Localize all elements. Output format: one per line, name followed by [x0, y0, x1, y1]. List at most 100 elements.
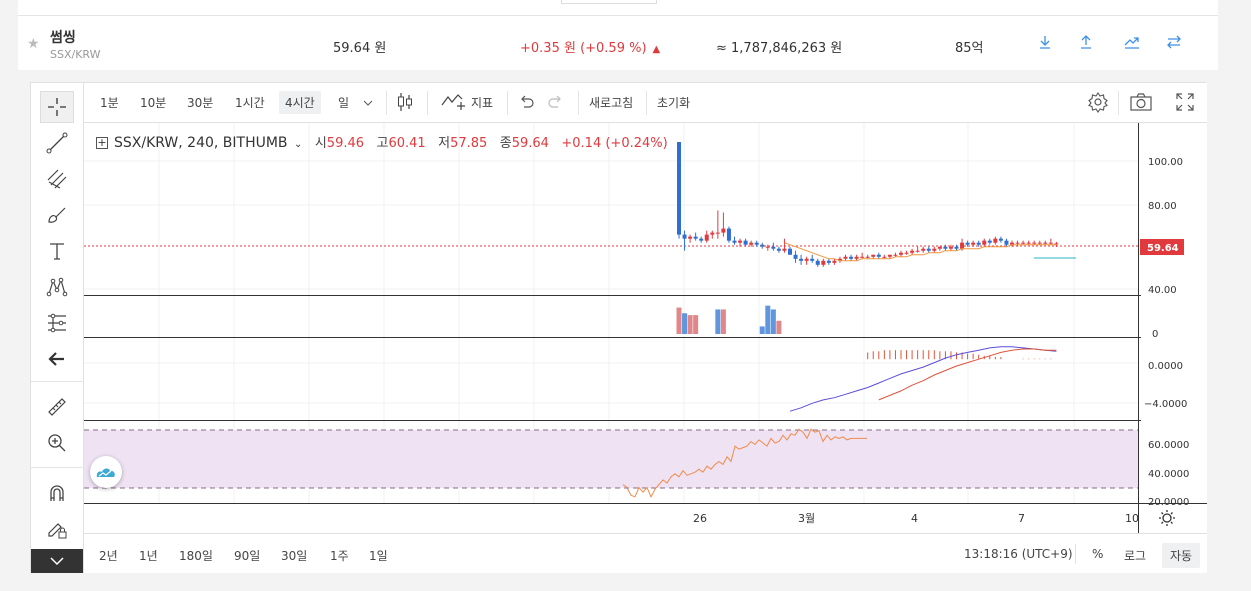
rsi-tick: 20.0000 — [1148, 497, 1189, 508]
candle-body — [882, 256, 887, 258]
download-icon[interactable] — [1034, 35, 1056, 53]
volume-bar — [759, 326, 765, 334]
range-90d[interactable]: 90일 — [234, 549, 261, 563]
candle-body — [693, 236, 698, 239]
toolbar-separator — [427, 91, 428, 115]
interval-10m[interactable]: 10분 — [140, 96, 167, 110]
clock-readout[interactable]: 13:18:16 (UTC+9) — [964, 547, 1073, 561]
upload-icon[interactable] — [1075, 35, 1097, 53]
toolbar-separator — [1075, 544, 1076, 564]
legend-open-value: 59.46 — [326, 136, 365, 151]
interval-day[interactable]: 일 — [338, 96, 350, 110]
magnet-icon[interactable] — [40, 477, 74, 509]
rsi-tick: 40.0000 — [1148, 469, 1189, 480]
interval-4h[interactable]: 4시간 — [279, 91, 321, 114]
range-1d[interactable]: 1일 — [369, 549, 388, 563]
legend-symbol[interactable]: SSX/KRW, 240, BITHUMB — [114, 135, 288, 151]
volume-bar — [770, 309, 776, 334]
candle-body — [788, 248, 792, 255]
undo-icon[interactable] — [518, 93, 536, 116]
trend-icon[interactable] — [1121, 35, 1143, 53]
legend-change: +0.14 (+0.24%) — [561, 136, 667, 151]
range-2y[interactable]: 2년 — [99, 549, 118, 563]
lock-draw-icon[interactable] — [40, 513, 74, 545]
interval-1m[interactable]: 1분 — [100, 96, 119, 110]
candle-body — [904, 252, 909, 254]
candle-body — [937, 246, 942, 249]
chart-svg[interactable]: 100.00 80.00 40.00 59.64 0 0.0000 −4.000… — [84, 123, 1207, 533]
redo-icon[interactable] — [546, 93, 564, 116]
candle-style-icon[interactable] — [396, 91, 414, 118]
percent-scale-button[interactable]: % — [1092, 547, 1104, 561]
candle-body — [760, 244, 765, 247]
reset-button[interactable]: 초기화 — [657, 96, 691, 110]
candle-body — [677, 142, 681, 235]
refresh-button[interactable]: 새로고침 — [589, 96, 634, 110]
candle-body — [976, 242, 981, 245]
legend-low-value: 57.85 — [450, 136, 488, 151]
text-icon[interactable] — [40, 235, 74, 267]
candle-body — [865, 256, 870, 258]
crosshair-icon[interactable] — [40, 91, 74, 123]
coin-pair: SSX/KRW — [50, 48, 101, 61]
range-30d[interactable]: 30일 — [281, 549, 308, 563]
indicators-button[interactable]: 지표 — [471, 96, 494, 110]
legend-close: 종59.64 — [500, 136, 549, 151]
candle-body — [1015, 242, 1020, 244]
legend-high-value: 60.41 — [388, 136, 426, 151]
axis-settings-icon[interactable] — [1159, 510, 1175, 526]
log-scale-button[interactable]: 로그 — [1124, 549, 1147, 563]
range-1y[interactable]: 1년 — [139, 549, 158, 563]
pattern-icon[interactable] — [40, 271, 74, 303]
back-arrow-icon[interactable] — [40, 343, 74, 375]
range-180d[interactable]: 180일 — [179, 549, 213, 563]
legend-chevron-icon[interactable]: ⌄ — [293, 139, 303, 150]
fib-icon[interactable] — [40, 307, 74, 339]
settings-gear-icon[interactable] — [1087, 91, 1109, 118]
rsi-pane — [622, 428, 867, 498]
candle-body — [704, 234, 709, 241]
time-tick: 10 — [1125, 512, 1139, 525]
tradingview-logo-icon[interactable] — [90, 456, 122, 488]
price-tick: 80.00 — [1148, 201, 1177, 212]
interval-1h[interactable]: 1시간 — [235, 96, 265, 110]
rsi-tick: 60.0000 — [1148, 440, 1189, 451]
trade-volume: ≈ 1,787,846,263 원 — [716, 41, 843, 56]
candle-body — [832, 260, 837, 263]
candle-body — [887, 254, 892, 257]
candle-body — [987, 240, 992, 243]
favorite-star-icon[interactable]: ★ — [27, 36, 40, 52]
swap-icon[interactable] — [1163, 35, 1185, 53]
fullscreen-icon[interactable] — [1174, 91, 1196, 118]
trend-line-icon[interactable] — [40, 127, 74, 159]
collapse-toolbar-button[interactable] — [31, 549, 83, 573]
top-tab[interactable] — [561, 0, 657, 4]
indicator-icon[interactable] — [440, 91, 466, 118]
camera-icon[interactable] — [1129, 91, 1153, 118]
candle-body — [749, 242, 754, 245]
chart-area[interactable]: 100.00 80.00 40.00 59.64 0 0.0000 −4.000… — [84, 123, 1207, 533]
zoom-in-icon[interactable] — [40, 427, 74, 459]
macd-pane — [789, 346, 1057, 412]
candle-body — [732, 240, 737, 243]
moving-average-line — [784, 242, 1057, 262]
pitchfork-icon[interactable] — [40, 163, 74, 195]
brush-icon[interactable] — [40, 199, 74, 231]
coin-name[interactable]: 썸씽 — [50, 30, 76, 46]
auto-scale-button[interactable]: 자동 — [1162, 543, 1201, 568]
range-1w[interactable]: 1주 — [330, 549, 349, 563]
candle-body — [826, 260, 831, 263]
interval-30m[interactable]: 30분 — [187, 96, 214, 110]
expand-legend-icon[interactable]: + — [96, 136, 108, 149]
candle-body — [948, 246, 953, 249]
candle-body — [965, 242, 970, 245]
candle-body — [1037, 242, 1042, 244]
candle-body — [926, 248, 931, 251]
macd-line — [789, 346, 1057, 412]
volume-bar — [765, 305, 771, 334]
legend-close-label: 종 — [499, 136, 512, 151]
ruler-icon[interactable] — [40, 391, 74, 423]
candle-body — [899, 252, 903, 255]
chevron-down-icon[interactable] — [362, 93, 374, 114]
candle-body — [860, 256, 865, 258]
